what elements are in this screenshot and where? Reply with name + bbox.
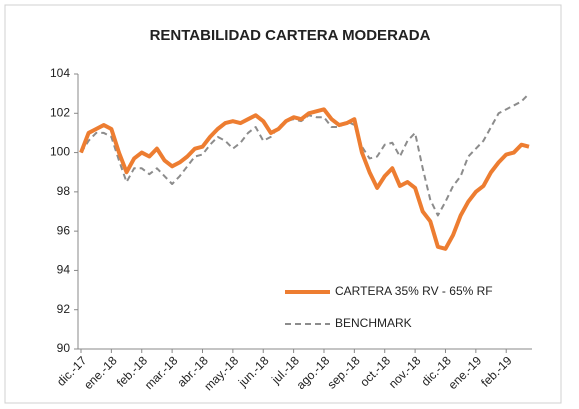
y-tick-label: 104	[50, 66, 70, 80]
y-tick-label: 94	[57, 263, 71, 277]
y-tick-label: 96	[57, 223, 71, 237]
y-tick-label: 90	[57, 341, 71, 355]
series-line	[79, 107, 530, 251]
legend-label: BENCHMARK	[335, 316, 412, 330]
legend-label: CARTERA 35% RV - 65% RF	[335, 284, 493, 298]
y-tick-label: 98	[57, 184, 71, 198]
y-tick-label: 102	[50, 105, 70, 119]
y-tick-label: 92	[57, 302, 71, 316]
chart-title: RENTABILIDAD CARTERA MODERADA	[150, 27, 431, 44]
chart-border	[4, 4, 562, 404]
y-tick-label: 100	[50, 145, 70, 159]
